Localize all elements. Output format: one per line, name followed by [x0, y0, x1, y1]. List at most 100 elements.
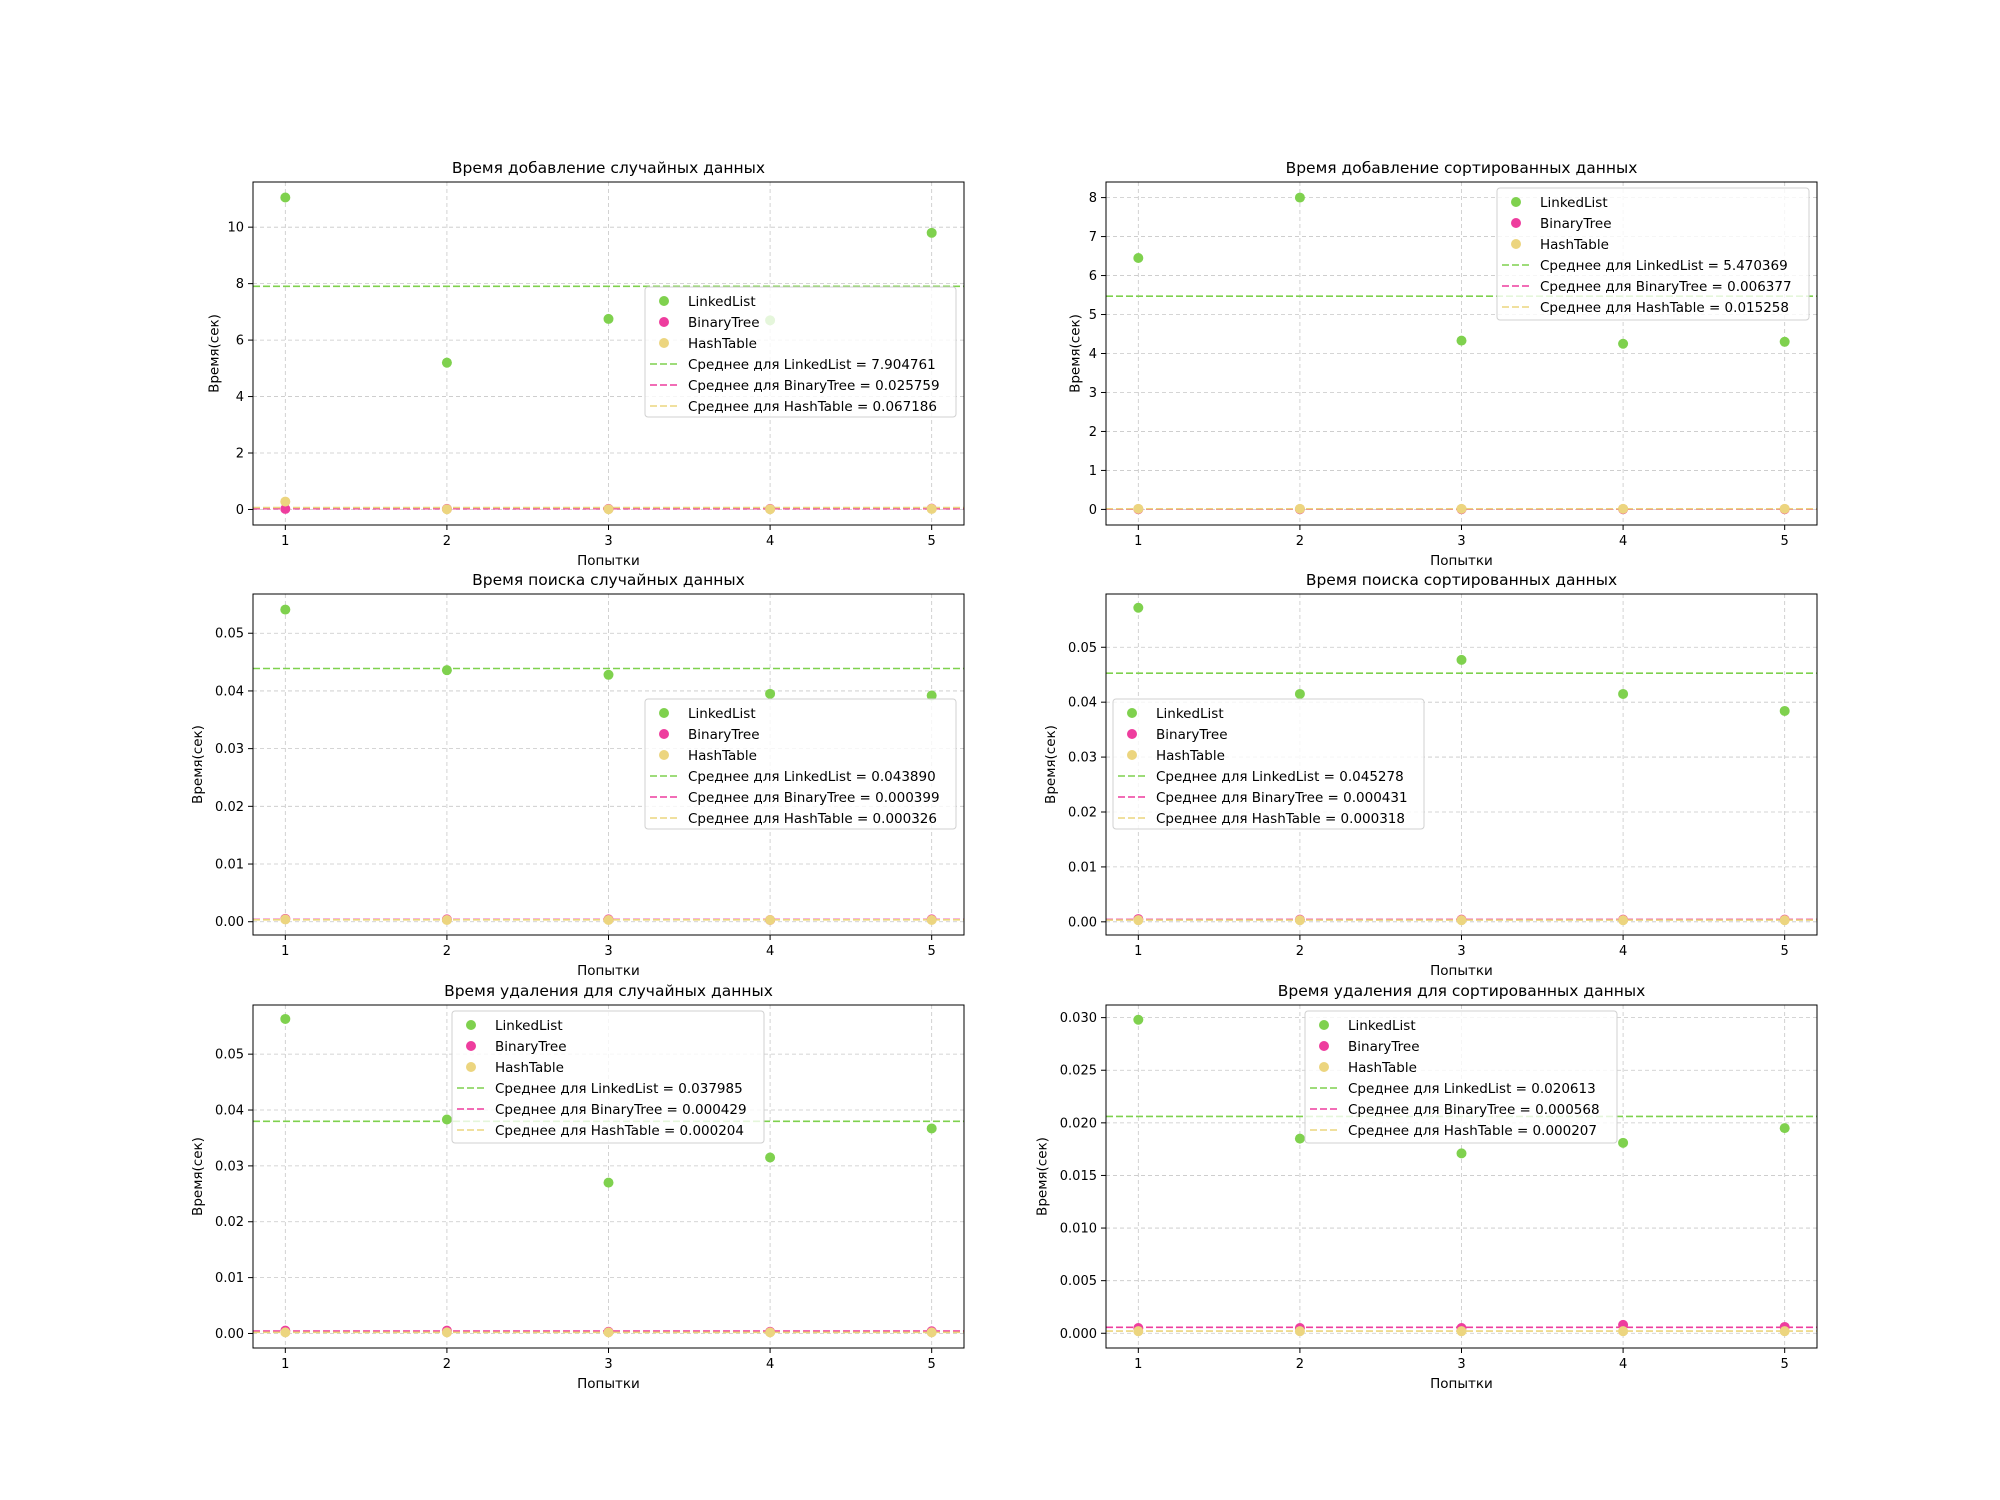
point-linkedlist: [1133, 253, 1144, 264]
x-tick-label: 3: [604, 1357, 612, 1372]
point-linkedlist: [1618, 1137, 1629, 1148]
x-tick-label: 4: [1619, 944, 1627, 959]
legend-label: HashTable: [1540, 237, 1609, 253]
legend-marker-linkedlist: [466, 1020, 476, 1030]
point-linkedlist: [765, 1152, 776, 1163]
point-linkedlist: [1779, 336, 1790, 347]
y-tick-label: 0.03: [215, 742, 244, 757]
point-linkedlist: [280, 1013, 291, 1024]
y-tick-label: 0.05: [215, 1048, 244, 1063]
x-tick-label: 5: [928, 534, 936, 549]
x-tick-label: 4: [766, 944, 774, 959]
y-axis-label: Время(сек): [1035, 1137, 1051, 1216]
point-binarytree: [280, 503, 291, 514]
legend: LinkedList BinaryTree HashTable Среднее для…: [1112, 698, 1425, 830]
y-axis-label: Время(сек): [1043, 725, 1059, 804]
legend-label: Среднее для LinkedList = 7.904761: [688, 357, 936, 373]
y-tick-label: 1: [1089, 464, 1097, 479]
point-linkedlist: [603, 669, 614, 680]
y-tick-label: 0.020: [1060, 1116, 1097, 1131]
point-linkedlist: [1294, 192, 1305, 203]
legend-marker-hashtable: [659, 338, 669, 348]
x-tick-label: 2: [443, 534, 451, 549]
point-hashtable: [441, 504, 452, 515]
y-tick-label: 10: [227, 221, 244, 236]
legend-label: Среднее для LinkedList = 0.043890: [688, 769, 936, 785]
y-tick-label: 0.02: [1068, 805, 1097, 820]
legend-label: LinkedList: [1156, 706, 1224, 722]
point-hashtable: [280, 496, 291, 507]
y-tick-label: 0.01: [215, 858, 244, 873]
chart-title: Время добавление случайных данных: [452, 159, 765, 177]
legend-frame: [1304, 1010, 1618, 1144]
chart-title: Время поиска случайных данных: [472, 571, 745, 589]
chart-title: Время поиска сортированных данных: [1306, 571, 1617, 589]
point-linkedlist: [1618, 338, 1629, 349]
x-axis-label: Попытки: [1430, 963, 1493, 979]
y-tick-label: 0.04: [215, 684, 244, 699]
x-tick-label: 3: [1457, 534, 1465, 549]
y-tick-label: 0.03: [1068, 751, 1097, 766]
point-hashtable: [1133, 915, 1144, 926]
legend-label: Среднее для BinaryTree = 0.006377: [1540, 279, 1792, 295]
x-tick-label: 4: [766, 1357, 774, 1372]
legend-label: BinaryTree: [1540, 216, 1612, 232]
point-hashtable: [926, 1327, 937, 1338]
y-tick-label: 0.00: [215, 1327, 244, 1342]
x-tick-label: 2: [443, 944, 451, 959]
point-hashtable: [1618, 1326, 1629, 1337]
x-axis-label: Попытки: [577, 553, 640, 569]
legend-frame: [451, 1010, 765, 1144]
point-hashtable: [1779, 1326, 1790, 1337]
y-tick-label: 4: [236, 390, 244, 405]
x-axis-label: Попытки: [1430, 1376, 1493, 1392]
point-hashtable: [926, 503, 937, 514]
y-tick-label: 0.01: [215, 1271, 244, 1286]
point-linkedlist: [926, 227, 937, 238]
chart-panel-2: 1 2 3 4 5 0 1 2 3 4 5 6 7 8 Время добавление сортирова…: [1068, 159, 1818, 569]
point-hashtable: [1779, 915, 1790, 926]
x-tick-label: 5: [928, 1357, 936, 1372]
y-tick-label: 0.000: [1060, 1327, 1097, 1342]
point-hashtable: [1456, 915, 1467, 926]
legend-label: LinkedList: [688, 294, 756, 310]
point-hashtable: [1618, 915, 1629, 926]
legend-marker-linkedlist: [659, 296, 669, 306]
legend-frame: [1496, 187, 1810, 321]
point-hashtable: [1133, 503, 1144, 514]
y-tick-label: 0.02: [215, 800, 244, 815]
y-tick-label: 0.025: [1060, 1064, 1097, 1079]
legend-marker-binarytree: [1511, 218, 1521, 228]
point-hashtable: [603, 504, 614, 515]
point-hashtable: [1294, 503, 1305, 514]
legend-label: Среднее для LinkedList = 0.020613: [1348, 1081, 1596, 1097]
point-hashtable: [765, 504, 776, 515]
chart-title: Время добавление сортированных данных: [1286, 159, 1638, 177]
x-tick-label: 1: [1134, 534, 1142, 549]
point-linkedlist: [441, 357, 452, 368]
y-tick-label: 0.030: [1060, 1011, 1097, 1026]
legend-label: Среднее для HashTable = 0.000326: [688, 811, 937, 827]
legend-label: Среднее для BinaryTree = 0.000568: [1348, 1102, 1600, 1118]
legend-label: BinaryTree: [1348, 1039, 1420, 1055]
legend-label: HashTable: [688, 748, 757, 764]
point-hashtable: [1133, 1326, 1144, 1337]
legend: LinkedList BinaryTree HashTable Среднее для…: [1304, 1010, 1618, 1144]
y-axis-label: Время(сек): [206, 314, 222, 393]
legend-marker-linkedlist: [1319, 1020, 1329, 1030]
y-axis-label: Время(сек): [190, 725, 206, 804]
x-tick-label: 5: [1781, 534, 1789, 549]
legend-label: LinkedList: [495, 1018, 563, 1034]
legend-label: LinkedList: [1348, 1018, 1416, 1034]
legend-label: Среднее для BinaryTree = 0.000429: [495, 1102, 747, 1118]
point-linkedlist: [441, 665, 452, 676]
legend-label: Среднее для LinkedList = 0.045278: [1156, 769, 1404, 785]
legend-label: Среднее для HashTable = 0.000318: [1156, 811, 1405, 827]
legend-label: LinkedList: [1540, 195, 1608, 211]
y-tick-label: 0.04: [215, 1104, 244, 1119]
point-linkedlist: [441, 1114, 452, 1125]
legend-label: HashTable: [688, 336, 757, 352]
y-tick-label: 6: [236, 334, 244, 349]
legend-label: Среднее для BinaryTree = 0.025759: [688, 378, 940, 394]
legend-label: Среднее для BinaryTree = 0.000399: [688, 790, 940, 806]
